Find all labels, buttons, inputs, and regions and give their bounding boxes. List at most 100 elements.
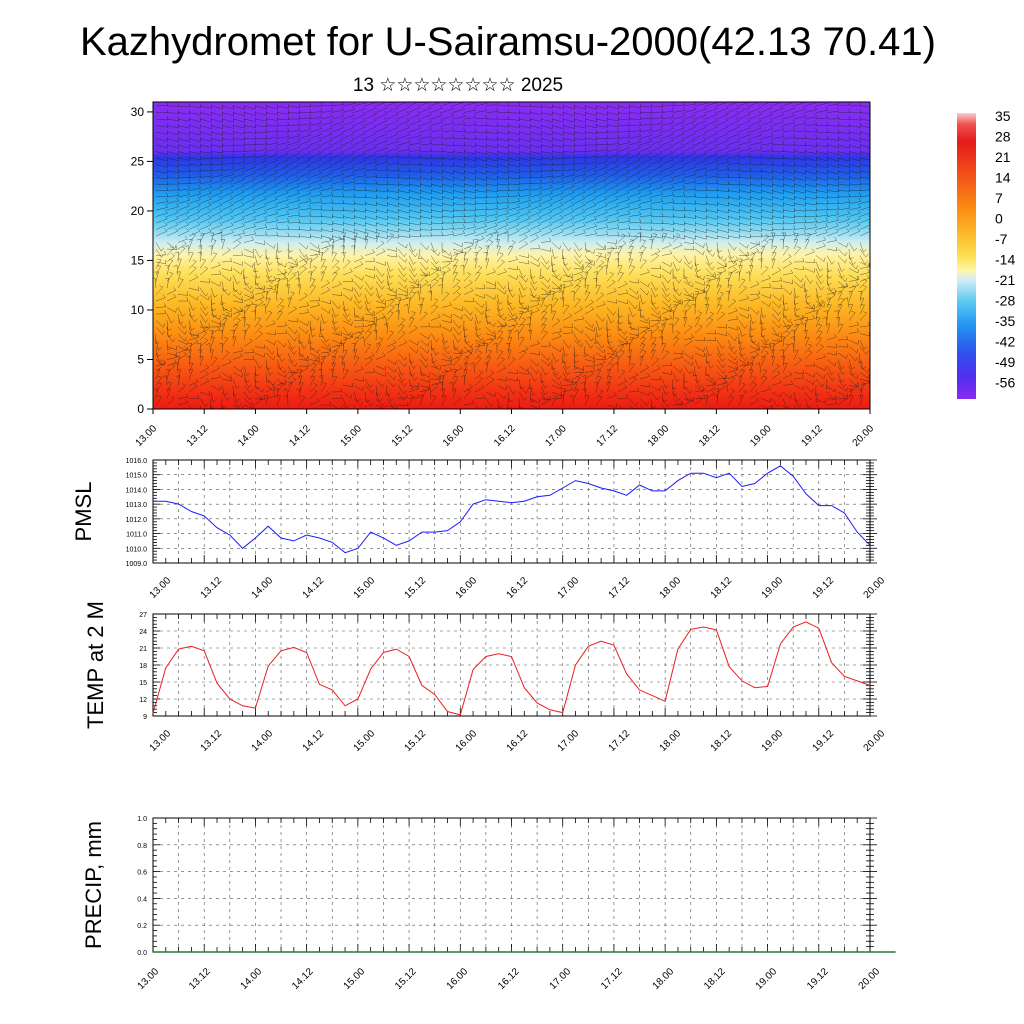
wind-barb	[507, 201, 520, 204]
wind-barb	[221, 162, 234, 165]
wind-barb-flag	[871, 180, 872, 184]
wind-barb-flag	[451, 119, 454, 124]
wind-barb-flag	[276, 128, 279, 132]
wind-barb	[353, 175, 366, 178]
wind-barb	[826, 157, 839, 162]
wind-barb	[551, 169, 565, 172]
wind-barb	[287, 185, 300, 191]
wind-barb-flag	[309, 114, 312, 119]
wind-barb	[584, 161, 597, 165]
wind-barb	[298, 146, 311, 152]
wind-barb	[518, 157, 531, 161]
wind-barb	[408, 107, 420, 113]
wind-barb-flag	[430, 147, 433, 152]
wind-barb-flag	[209, 183, 212, 188]
wind-barb	[507, 151, 520, 155]
wind-barb-flag	[781, 118, 784, 123]
wind-barb	[760, 190, 773, 194]
wind-barb	[650, 134, 663, 139]
wind-barb-flag	[747, 104, 751, 108]
wind-barb-flag	[496, 193, 499, 198]
wind-barb	[188, 164, 202, 166]
wind-barb	[452, 131, 466, 133]
wind-barb	[309, 187, 322, 191]
wind-barb	[606, 148, 619, 152]
wind-barb-flag	[397, 166, 400, 171]
wind-barb-flag	[859, 186, 862, 191]
wind-barb	[782, 190, 795, 194]
wind-barb	[232, 191, 244, 198]
wind-barb	[375, 154, 388, 159]
wind-barb-flag	[506, 198, 510, 203]
wind-barb	[232, 118, 245, 123]
wind-barb	[265, 185, 277, 191]
wind-barb-flag	[571, 195, 575, 199]
wind-barb	[155, 170, 168, 174]
wind-barb	[683, 121, 696, 126]
wind-barb-flag	[177, 162, 180, 167]
wind-barb	[650, 179, 663, 185]
wind-barb-flag	[496, 107, 499, 112]
wind-barb-flag	[199, 103, 202, 108]
wind-barb	[782, 196, 795, 201]
wind-barb	[727, 126, 740, 133]
wind-barb	[474, 138, 487, 141]
wind-barb-flag	[670, 163, 674, 167]
wind-barb	[342, 120, 355, 126]
wind-barb	[496, 177, 509, 180]
wind-barb-flag	[384, 130, 388, 135]
wind-barb-flag	[681, 137, 685, 141]
wind-barb	[309, 111, 323, 113]
wind-barb	[529, 112, 542, 115]
wind-barb	[573, 156, 587, 159]
wind-barb	[694, 120, 707, 126]
wind-barb	[320, 195, 333, 198]
wind-barb	[254, 185, 266, 191]
wind-barb	[562, 192, 575, 198]
wind-barb	[738, 163, 752, 165]
wind-barb	[463, 190, 476, 194]
wind-barb-flag	[605, 157, 608, 162]
wind-barb	[199, 112, 212, 116]
wind-barb-flag	[307, 156, 311, 160]
wind-barb-flag	[692, 130, 696, 134]
wind-barb-flag	[362, 150, 366, 155]
wind-barb-flag	[615, 195, 619, 200]
wind-barb-flag	[638, 126, 642, 131]
wind-barb	[804, 190, 817, 194]
wind-barb	[584, 155, 597, 159]
wind-barb-flag	[648, 176, 652, 180]
wind-barb	[221, 168, 234, 172]
wind-barb	[254, 131, 268, 133]
wind-barb	[496, 151, 509, 155]
wind-barb-flag	[528, 191, 531, 195]
wind-barb-flag	[451, 112, 454, 116]
wind-barb-flag	[408, 153, 411, 157]
wind-barb-flag	[637, 162, 641, 167]
wind-barb	[254, 118, 267, 122]
wind-barb-flag	[571, 177, 575, 181]
wind-barb-flag	[330, 177, 333, 181]
wind-barb	[474, 170, 487, 175]
wind-barb-flag	[166, 169, 169, 174]
wind-barb-flag	[715, 157, 718, 162]
wind-barb-flag	[188, 162, 191, 167]
wind-barb	[331, 121, 344, 126]
wind-barb	[705, 108, 718, 113]
wind-barb-flag	[606, 117, 609, 122]
wind-barb-flag	[210, 155, 213, 160]
wind-barb	[738, 113, 750, 120]
wind-barb-flag	[551, 172, 554, 177]
wind-barb-flag	[210, 166, 213, 171]
wind-barb	[628, 147, 641, 152]
wind-barb-flag	[692, 136, 696, 141]
wind-barb-flag	[758, 111, 762, 115]
wind-barb-flag	[615, 163, 619, 167]
wind-barb	[826, 131, 839, 134]
wind-barb	[782, 170, 795, 174]
wind-barb	[760, 135, 773, 139]
wind-barb	[166, 170, 179, 173]
wind-barb	[386, 120, 399, 126]
wind-barb	[837, 144, 850, 149]
wind-barb	[199, 144, 212, 148]
